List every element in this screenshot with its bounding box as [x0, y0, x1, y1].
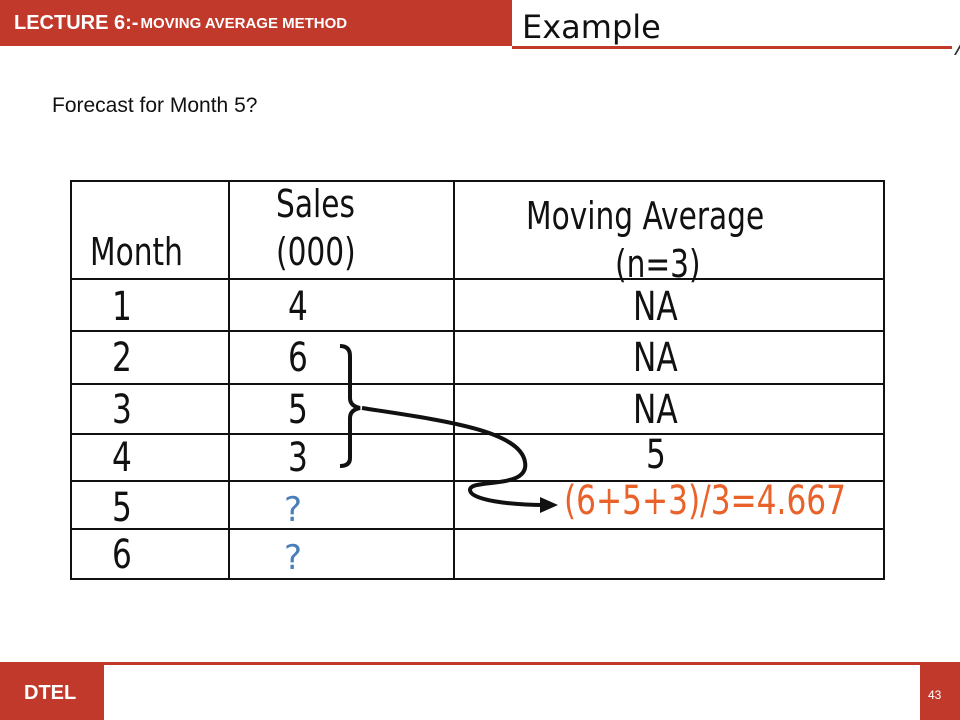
- table-cell-month: 3: [112, 387, 132, 433]
- table-cell-month: 6: [112, 532, 132, 578]
- column-header-moving-average: Moving Average: [526, 194, 765, 238]
- table-cell-month: 2: [112, 335, 132, 381]
- table-cell-sales: 3: [288, 435, 308, 481]
- table-cell-sales-unknown: ?: [284, 490, 303, 530]
- table-border-top: [70, 180, 885, 182]
- question-text: Forecast for Month 5?: [52, 94, 258, 117]
- bracket-icon: [339, 344, 361, 468]
- topic-label: MOVING AVERAGE METHOD: [140, 14, 348, 32]
- table-divider-col1: [228, 180, 230, 580]
- arrowhead-icon: [540, 497, 558, 513]
- table-cell-month: 5: [112, 485, 132, 531]
- arrow-connector-icon: [361, 406, 546, 507]
- table-row-rule: [70, 330, 885, 332]
- org-label: DTEL: [24, 682, 77, 704]
- header-divider: [512, 46, 952, 49]
- table-cell-sales: 5: [288, 387, 308, 433]
- table-row-rule: [70, 480, 885, 482]
- section-title: Example: [522, 8, 661, 46]
- table-row-rule: [70, 383, 885, 385]
- table-cell-moving-average: 5: [646, 432, 666, 478]
- footer-divider: [0, 662, 960, 665]
- forecast-result: (6+5+3)/3=4.667: [564, 478, 847, 524]
- table-cell-moving-average: NA: [633, 284, 678, 330]
- table-cell-month: 1: [112, 284, 132, 330]
- table-header-rule: [70, 278, 885, 280]
- table-cell-sales: 6: [288, 335, 308, 381]
- page-number-box: [920, 662, 960, 720]
- table-cell-sales-unknown: ?: [284, 538, 303, 578]
- table-divider-col2: [453, 180, 455, 580]
- table-border-bottom: [70, 578, 885, 580]
- table-border-left: [70, 180, 72, 580]
- page-number: 43: [928, 688, 942, 702]
- column-header-period: (n=3): [615, 242, 701, 286]
- lecture-label: LECTURE 6:-: [14, 11, 139, 34]
- column-header-sales: Sales: [276, 182, 355, 226]
- table-cell-sales: 4: [288, 284, 308, 330]
- column-header-sales-unit: (000): [276, 230, 356, 274]
- table-row-rule: [70, 433, 885, 435]
- table-cell-month: 4: [112, 435, 132, 481]
- table-row-rule: [70, 528, 885, 530]
- lecture-header-bar: LECTURE 6:- MOVING AVERAGE METHOD: [0, 0, 512, 46]
- table-border-right: [883, 180, 885, 580]
- footer-label-box: [0, 662, 104, 720]
- table-cell-moving-average: NA: [633, 335, 678, 381]
- column-header-month: Month: [90, 230, 183, 274]
- moving-average-table: Month Sales (000) Moving Average (n=3) 1…: [70, 180, 885, 580]
- table-cell-moving-average: NA: [633, 387, 678, 433]
